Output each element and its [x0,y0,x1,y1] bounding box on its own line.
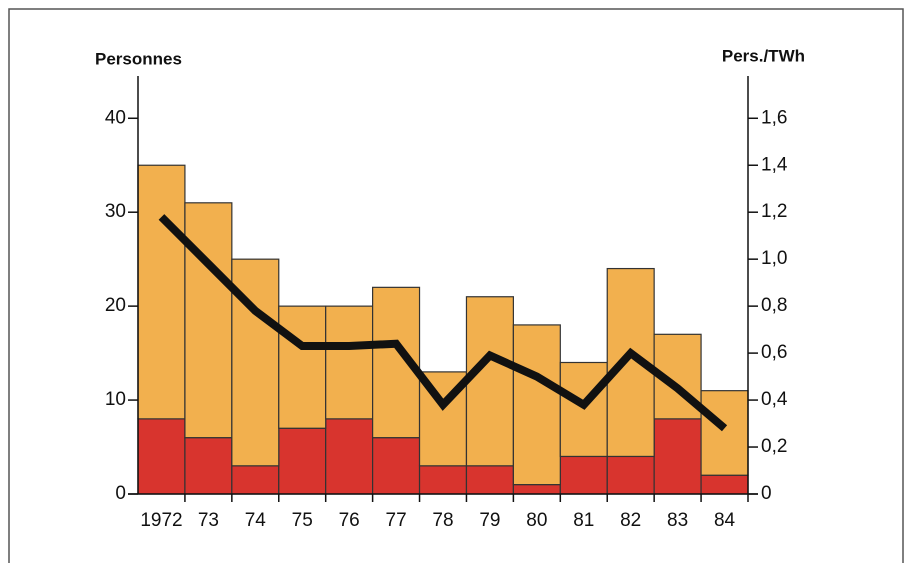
bar [372,437,421,495]
y2-tick-label: 0,2 [761,436,787,457]
bar [700,390,749,476]
y-tick-label: 30 [105,201,126,222]
bar [653,418,702,495]
bar [184,437,233,495]
bar [278,427,327,495]
bar [325,418,374,495]
y-tick-label: 40 [105,107,126,128]
bar [231,465,280,495]
y-axis-title: Personnes [95,49,182,68]
bar [700,474,749,495]
x-tick-label: 1972 [140,510,182,531]
bar [465,296,514,467]
bar [465,465,514,495]
bar [325,305,374,420]
frame [8,8,904,563]
x-tick-label: 74 [245,510,267,531]
y2-tick-label: 1,6 [761,107,787,128]
x-tick-label: 82 [620,510,641,531]
y2-tick-label: 1,2 [761,201,787,222]
y2-tick-label: 1,0 [761,248,787,269]
x-tick-label: 84 [714,510,736,531]
x-tick-label: 76 [339,510,360,531]
y-tick-label: 10 [105,389,126,410]
x-tick-label: 79 [479,510,500,531]
bar [184,202,233,439]
x-tick-label: 81 [573,510,594,531]
x-tick-label: 78 [432,510,453,531]
y2-tick-label: 0,4 [761,389,788,410]
bar [137,164,186,420]
bar [512,484,561,495]
y2-tick-label: 0 [761,483,772,504]
bar [137,418,186,495]
bar [278,305,327,429]
bar [418,465,468,495]
y2-tick-label: 0,6 [761,342,787,363]
y2-tick-label: 0,8 [761,295,787,316]
y2-axis-title: Pers./TWh [722,46,805,65]
y-tick-label: 0 [115,483,126,504]
bar [512,324,561,486]
y2-tick-label: 1,4 [761,154,788,175]
x-tick-label: 73 [198,510,219,531]
bar [606,455,655,495]
bar [559,361,608,458]
y-tick-label: 20 [105,295,126,316]
x-tick-label: 77 [386,510,407,531]
bar [559,455,608,495]
x-tick-label: 80 [526,510,547,531]
x-tick-label: 83 [667,510,688,531]
x-tick-label: 75 [292,510,313,531]
line [158,214,728,432]
